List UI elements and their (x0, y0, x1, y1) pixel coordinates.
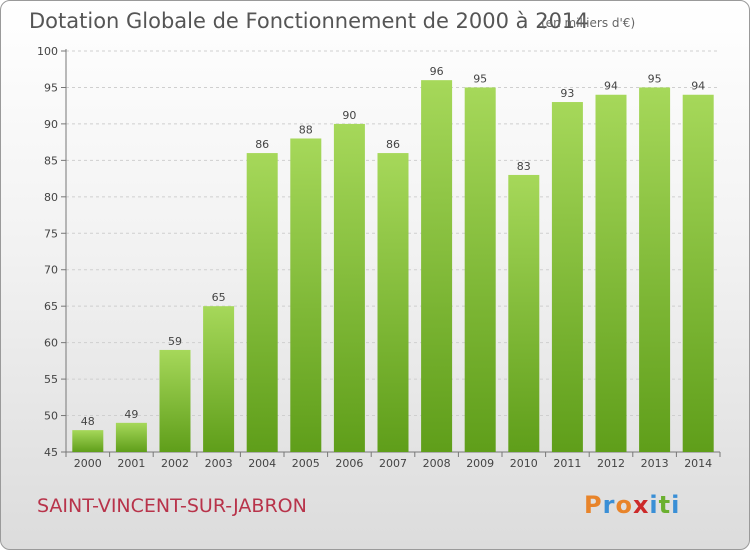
value-label: 95 (648, 72, 662, 85)
y-tick-label: 80 (44, 191, 58, 204)
y-tick-label: 85 (44, 154, 58, 167)
value-label: 94 (691, 80, 705, 93)
bar-2011 (551, 102, 583, 452)
x-tick-label: 2004 (248, 457, 276, 470)
x-tick-label: 2011 (553, 457, 581, 470)
y-tick-label: 95 (44, 81, 58, 94)
y-tick-label: 60 (44, 337, 58, 350)
x-tick-label: 2003 (205, 457, 233, 470)
y-tick-label: 70 (44, 264, 58, 277)
y-tick-label: 45 (44, 446, 58, 459)
value-label: 94 (604, 80, 618, 93)
value-label: 48 (81, 415, 95, 428)
logo-letter: r (602, 491, 616, 519)
x-tick-label: 2005 (292, 457, 320, 470)
logo-letter: P (584, 491, 603, 519)
bar-2003 (203, 306, 235, 452)
bar-2008 (421, 80, 453, 452)
x-tick-label: 2010 (510, 457, 538, 470)
logo-letter: x (632, 491, 650, 519)
bar-2013 (639, 87, 671, 453)
logo-letter: t (658, 491, 672, 519)
value-label: 49 (124, 408, 138, 421)
logo-letter: i (671, 491, 681, 519)
labels: 45 50 55 60 65 70 75 80 85 90 95 100 48 2000 49 2001 59 2… (37, 45, 712, 470)
x-tick-label: 2002 (161, 457, 189, 470)
value-label: 93 (560, 87, 574, 100)
bar-2007 (377, 153, 409, 452)
bar-2012 (595, 94, 627, 452)
bar-2005 (290, 138, 322, 452)
value-label: 86 (255, 138, 269, 151)
y-tick-label: 100 (37, 45, 58, 58)
bar-2009 (464, 87, 496, 453)
proxiti-logo: Proxiti (584, 491, 680, 519)
bar-2001 (115, 422, 147, 452)
value-label: 59 (168, 335, 182, 348)
value-label: 86 (386, 138, 400, 151)
x-tick-label: 2001 (117, 457, 145, 470)
commune-name: SAINT-VINCENT-SUR-JABRON (37, 495, 307, 517)
x-tick-label: 2008 (423, 457, 451, 470)
bar-2004 (246, 153, 278, 452)
y-tick-label: 90 (44, 118, 58, 131)
value-label: 83 (517, 160, 531, 173)
value-label: 88 (299, 123, 313, 136)
x-tick-label: 2007 (379, 457, 407, 470)
value-label: 65 (212, 291, 226, 304)
x-tick-label: 2013 (641, 457, 669, 470)
bar-2014 (682, 94, 714, 452)
x-tick-label: 2009 (466, 457, 494, 470)
bar-2006 (333, 123, 365, 452)
y-tick-label: 65 (44, 300, 58, 313)
bar-2002 (159, 349, 191, 452)
logo-letter: o (615, 491, 633, 519)
x-tick-label: 2014 (684, 457, 712, 470)
y-tick-label: 50 (44, 410, 58, 423)
x-tick-label: 2000 (74, 457, 102, 470)
x-tick-label: 2006 (335, 457, 363, 470)
value-label: 96 (430, 65, 444, 78)
chart-title: Dotation Globale de Fonctionnement de 20… (29, 9, 589, 33)
y-tick-label: 75 (44, 227, 58, 240)
bars (72, 80, 714, 453)
logo-letter: i (649, 491, 659, 519)
bar-2000 (72, 430, 104, 452)
value-label: 90 (342, 109, 356, 122)
value-label: 95 (473, 72, 487, 85)
bar-2010 (508, 174, 540, 453)
x-tick-label: 2012 (597, 457, 625, 470)
chart-subtitle: (en milliers d'€) (541, 16, 636, 30)
y-tick-label: 55 (44, 373, 58, 386)
